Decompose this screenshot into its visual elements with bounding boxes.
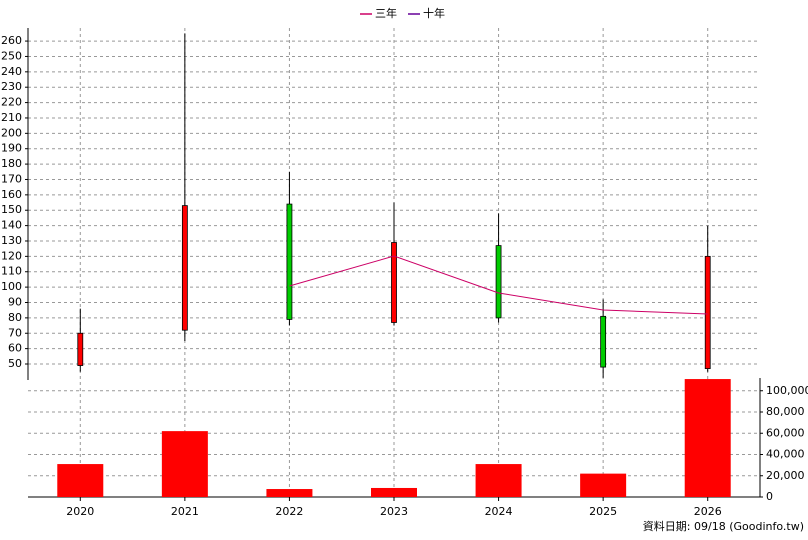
y-tick-label: 60 (8, 342, 22, 355)
legend-label: 三年 (375, 6, 397, 20)
y-tick-label: 80 (8, 311, 22, 324)
volume-bar (57, 464, 104, 497)
y-tick-label: 150 (1, 203, 22, 216)
volume-bar (684, 379, 731, 497)
candle-body (181, 205, 188, 331)
y-tick-label: 100 (1, 280, 22, 293)
footer: 資料日期: 09/18 (Goodinfo.tw) (643, 519, 804, 533)
volume-bar (161, 431, 208, 497)
y-tick-label: 200 (1, 126, 22, 139)
x-tick-label: 2025 (589, 505, 617, 518)
y-tick-label: 180 (1, 157, 22, 170)
candle-body (704, 255, 711, 370)
y-tick-label: 220 (1, 96, 22, 109)
y-tick-label: 160 (1, 188, 22, 201)
y-tick-label: 70 (8, 326, 22, 339)
candle-body (600, 315, 607, 368)
ma-line (289, 255, 708, 315)
candle-body (391, 242, 397, 323)
x-tick-label: 2021 (171, 505, 199, 518)
candle-body (286, 203, 293, 320)
y-tick-label: 90 (8, 295, 22, 308)
x-tick-label: 2024 (485, 505, 513, 518)
y-tick-label: 260 (1, 34, 22, 47)
y2-tick-label: 100,000 (766, 384, 808, 397)
y-tick-label: 190 (1, 142, 22, 155)
y-tick-label: 50 (8, 357, 22, 370)
volume-bar (371, 487, 417, 497)
y-tick-label: 140 (1, 219, 22, 232)
legend-label: 十年 (423, 6, 445, 20)
x-tick-label: 2026 (694, 505, 722, 518)
volume-bar (475, 464, 522, 497)
candle-body (77, 332, 84, 366)
y-tick-label: 250 (1, 49, 22, 62)
y2-tick-label: 20,000 (766, 469, 805, 482)
y2-tick-label: 0 (766, 490, 773, 503)
y2-tick-label: 40,000 (766, 448, 805, 461)
volume-bar (580, 473, 627, 497)
x-tick-label: 2023 (380, 505, 408, 518)
x-tick-label: 2020 (66, 505, 94, 518)
y2-tick-label: 80,000 (766, 405, 805, 418)
y2-tick-label: 60,000 (766, 426, 805, 439)
y-tick-label: 240 (1, 65, 22, 78)
y-tick-label: 170 (1, 172, 22, 185)
y-tick-label: 230 (1, 80, 22, 93)
y-tick-label: 120 (1, 249, 22, 262)
volume-bar (266, 489, 313, 497)
candle-body (495, 245, 502, 319)
y-tick-label: 110 (1, 265, 22, 278)
y-tick-label: 130 (1, 234, 22, 247)
y-tick-label: 210 (1, 111, 22, 124)
x-tick-label: 2022 (275, 505, 303, 518)
